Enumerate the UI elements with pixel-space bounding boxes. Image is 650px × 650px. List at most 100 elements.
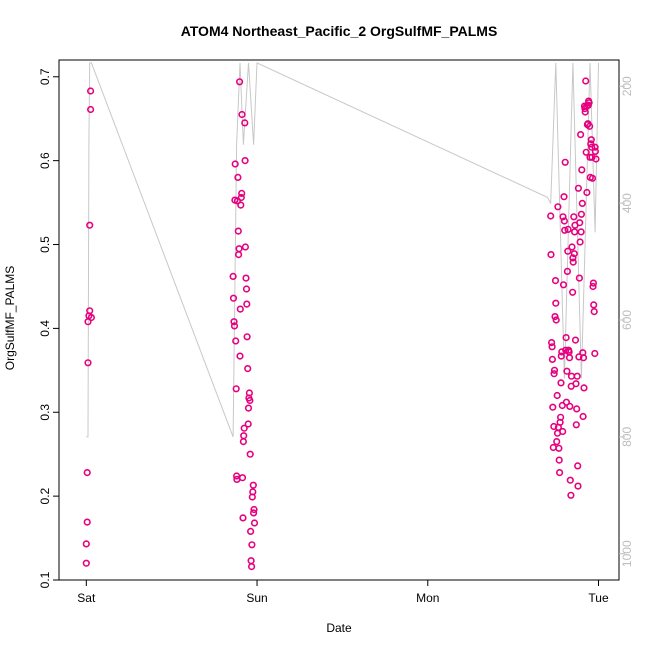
y-tick-label: 0.3 [38,404,52,421]
data-point [589,282,597,291]
data-point [229,294,238,302]
data-point [577,228,585,236]
data-point [560,217,569,225]
data-point [237,201,245,209]
data-point [573,372,581,380]
data-point [567,372,576,380]
data-point [567,491,575,499]
data-point [550,366,559,374]
data-point [583,188,591,197]
secondary-line [86,62,599,438]
data-point [246,450,254,458]
data-point [236,352,244,360]
data-point [249,481,257,489]
data-point [232,337,240,345]
data-point [548,355,557,364]
data-point [575,274,584,282]
data-point [574,462,582,470]
data-point [562,398,571,406]
data-point [241,157,249,165]
y-tick-label: 0.1 [38,571,52,588]
data-point [243,333,251,341]
data-point [237,193,245,202]
data-point [240,432,248,440]
data-point [566,402,574,411]
x-tick-label: Tue [588,591,609,605]
y2-tick-label: 400 [620,193,634,213]
chart-title: ATOM4 Northeast_Pacific_2 OrgSulfMF_PALM… [181,23,498,39]
data-point [559,427,567,436]
data-point [578,199,586,207]
data-point [249,488,257,496]
plot-border [58,59,620,581]
data-point [572,380,580,388]
data-point [564,247,572,255]
y-tick-label: 0.2 [38,487,52,504]
y2-tick-label: 1000 [620,540,634,567]
data-point [232,385,240,393]
data-point [83,518,91,526]
data-point [587,140,595,148]
data-point [244,404,253,412]
y2-tick-label: 800 [620,427,634,447]
data-point [559,281,568,289]
data-point [582,148,590,156]
data-point [553,391,561,400]
data-point [572,421,580,429]
data-point [573,405,581,413]
data-point [570,228,579,236]
data-point [563,367,571,375]
data-point [242,274,250,282]
data-point [552,299,560,307]
data-point [242,285,251,293]
data-point [234,173,242,181]
data-point [568,288,577,296]
data-point [248,562,256,571]
y-axis: 0.1 0.2 0.3 0.4 0.5 0.6 0.7 [38,68,59,588]
data-point [240,424,248,432]
data-point [561,158,569,166]
data-point [591,349,599,358]
data-point [575,353,583,361]
data-point [549,403,557,411]
data-point [579,354,588,362]
data-point [555,469,564,477]
data-point [238,110,246,119]
data-point [568,243,576,251]
data-point [246,396,254,405]
data-point [555,456,563,464]
data-point [564,225,572,233]
data-point [576,219,584,227]
data-point [565,354,574,362]
data-point [566,476,574,484]
data-point [230,322,239,330]
data-point [574,482,582,490]
data-point [86,87,95,95]
data-point [582,77,590,85]
data-point [86,105,95,114]
y-tick-label: 0.4 [38,320,52,337]
secondary-series-line [86,62,599,438]
data-point [577,210,586,218]
data-point [578,166,586,174]
data-point [591,143,599,151]
data-point [245,389,253,397]
data-point [241,243,249,251]
data-point [235,251,243,259]
data-point [83,469,91,477]
data-point [558,348,566,356]
y2-axis: 200 400 600 800 1000 [619,76,634,567]
data-point [551,313,559,321]
data-point [580,384,588,392]
data-point [548,343,556,351]
data-point [576,131,585,139]
data-point [588,143,596,151]
data-points [82,77,600,571]
data-point [570,213,578,221]
data-point [585,122,594,130]
data-point [230,318,238,326]
data-point [244,365,252,373]
data-point [550,422,558,431]
y-tick-label: 0.5 [38,236,52,253]
